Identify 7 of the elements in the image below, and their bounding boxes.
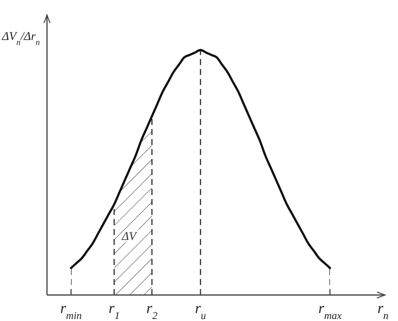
x-tick-label: r$_{max}$	[318, 301, 342, 321]
y-axis-title: ΔV$_{n}$/Δr$_{n}$	[1, 29, 40, 46]
x-tick-label: r$_{2}$	[146, 301, 158, 321]
x-tick-label: r$_{u}$	[194, 301, 206, 321]
x-tick-label: r$_{1}$	[108, 301, 120, 321]
x-tick-label: r$_{min}$	[60, 301, 82, 321]
x-axis-title: r$_{n}$	[377, 301, 389, 321]
